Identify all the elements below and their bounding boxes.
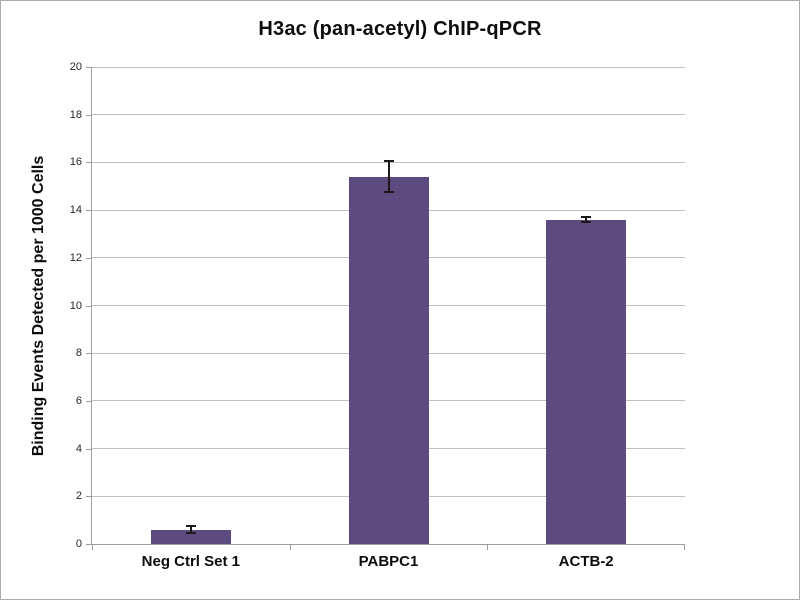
y-axis-tick-label: 8 — [75, 347, 82, 360]
y-axis-tick-label: 4 — [75, 442, 82, 455]
y-axis-tick-label: 16 — [69, 156, 82, 169]
error-bar — [189, 526, 192, 534]
gridline — [92, 67, 685, 68]
y-axis-tick — [86, 496, 92, 498]
error-bar-cap-top — [185, 525, 196, 528]
chart-title: H3ac (pan-acetyl) ChIP-qPCR — [258, 18, 542, 40]
error-bar-cap-bottom — [383, 191, 394, 194]
bar-pabpc1 — [348, 176, 429, 544]
y-axis-tick — [86, 257, 92, 259]
y-axis-tick — [86, 400, 92, 402]
y-axis-tick-label: 10 — [69, 299, 82, 312]
y-axis-tick-label: 18 — [69, 108, 82, 121]
error-bar — [387, 161, 390, 193]
x-axis-tick — [684, 544, 685, 550]
error-bar-cap-bottom — [185, 532, 196, 535]
y-axis-tick — [86, 544, 92, 545]
bar-neg-ctrl-set-1 — [150, 529, 231, 544]
y-axis-tick-label: 12 — [69, 251, 82, 264]
x-axis-tick — [487, 544, 489, 550]
y-axis-tick-label: 6 — [75, 394, 82, 407]
x-axis-tick — [92, 544, 93, 550]
y-axis-tick — [86, 305, 92, 307]
error-bar-cap-bottom — [581, 221, 592, 224]
error-bar-cap-top — [581, 216, 592, 219]
y-axis-tick — [86, 448, 92, 450]
bar-actb-2 — [546, 219, 627, 544]
y-axis-tick — [86, 210, 92, 212]
error-bar — [585, 217, 588, 223]
plot-area: 0 2 4 6 8 10 12 14 16 18 20 Neg Ctrl Set 1 PABPC1 ACT… — [70, 61, 685, 570]
x-axis-tick — [289, 544, 291, 550]
y-axis-tick — [86, 114, 92, 116]
gridline — [92, 114, 685, 116]
x-axis-label: ACTB-2 — [558, 553, 614, 570]
y-axis-tick — [86, 353, 92, 355]
x-axis-label: Neg Ctrl Set 1 — [141, 553, 240, 570]
x-axis-label: PABPC1 — [358, 553, 419, 570]
y-axis-tick-label: 14 — [69, 204, 82, 217]
y-axis-tick-label: 2 — [75, 490, 82, 503]
y-axis-tick-label: 20 — [69, 61, 82, 73]
y-axis-tick — [86, 162, 92, 164]
y-axis-tick — [86, 67, 92, 68]
error-bar-cap-top — [383, 160, 394, 163]
y-axis-tick-label: 0 — [75, 538, 82, 550]
